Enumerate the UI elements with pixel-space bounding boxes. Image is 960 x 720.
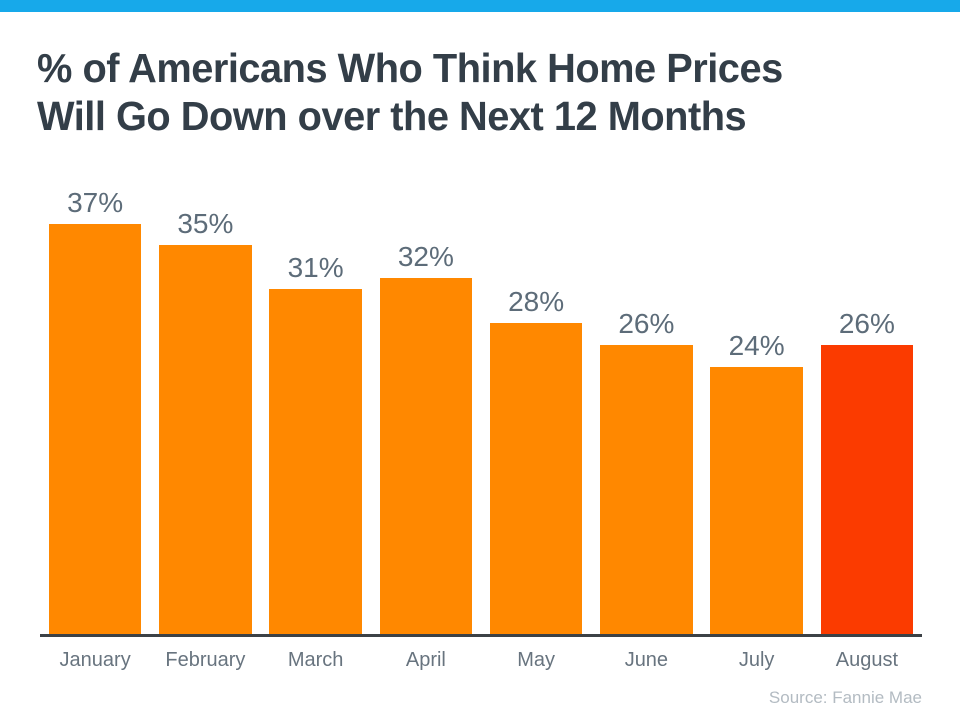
x-axis-labels: January February March April May June July Augu… (40, 648, 922, 672)
x-axis-line (40, 634, 922, 637)
bar-july (710, 367, 803, 635)
source-caption: Source: Fannie Mae (768, 688, 922, 707)
bar-march (269, 289, 362, 635)
x-axis-label-july: July (738, 649, 775, 671)
bar-value-label: 35% (177, 207, 234, 239)
x-axis-label-february: February (165, 649, 246, 671)
chart-title: % of Americans Who Think Home Prices Wil… (37, 44, 783, 140)
chart-title-line1: % of Americans Who Think Home Prices (37, 45, 783, 91)
bar-february (159, 244, 252, 635)
bar-value-label: 37% (67, 187, 124, 218)
x-axis-label-march: March (287, 649, 344, 671)
top-accent-bar (0, 0, 960, 12)
bar-column: 37% (40, 189, 150, 635)
x-axis-label-april: April (405, 649, 446, 671)
bar-may (489, 322, 583, 635)
bar-june (600, 345, 693, 635)
bar-value-label: 26% (618, 308, 675, 340)
bar-april (379, 278, 473, 635)
chart-title-line2: Will Go Down over the Next 12 Months (37, 93, 747, 139)
x-axis-label-may: May (517, 649, 556, 671)
bar-value-label: 24% (728, 330, 785, 362)
bar-january (48, 224, 142, 635)
bar-august (820, 345, 914, 635)
bar-column: 31% (261, 189, 371, 635)
bar-column: 26% (591, 189, 701, 635)
bar-value-label: 32% (397, 241, 454, 273)
bar-column: 24% (702, 189, 812, 635)
bar-column: 28% (481, 189, 591, 635)
bar-value-label: 31% (287, 252, 344, 284)
x-axis-label-august: August (835, 649, 898, 671)
bar-value-label: 28% (508, 285, 565, 317)
x-axis-label-june: June (624, 649, 669, 671)
bar-column: 35% (150, 189, 260, 635)
plot-area: 37% 35% 31% 32% 28% 26% 24% 26% (40, 189, 922, 635)
x-axis-label-january: January (59, 649, 131, 671)
bar-column: 32% (371, 189, 481, 635)
bar-value-label: 26% (838, 308, 895, 340)
bar-column: 26% (812, 189, 922, 635)
